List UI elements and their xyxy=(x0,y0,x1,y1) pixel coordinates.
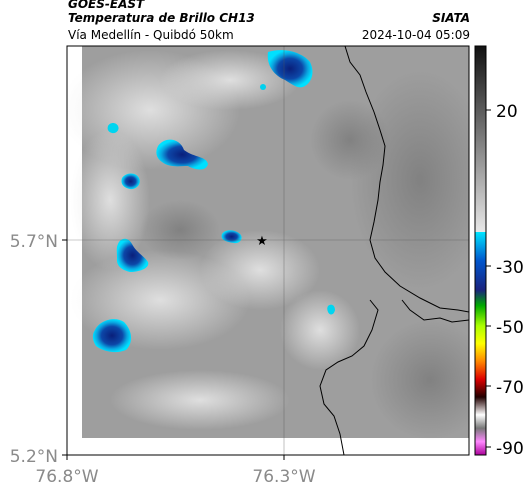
star-marker: ★ xyxy=(256,234,268,249)
colorbar: 20 -30 -50 -70 -90 xyxy=(474,45,524,459)
lon-tick-76.3: 76.3°W xyxy=(252,467,315,487)
lon-tick-76.8: 76.8°W xyxy=(35,467,98,487)
product-title: Temperatura de Brillo CH13 xyxy=(68,11,255,25)
brightness-temperature-field: ★ xyxy=(67,46,469,455)
agency-label: SIATA xyxy=(432,11,470,25)
region-subtitle: Vía Medellín - Quibdó 50km xyxy=(68,28,234,42)
colorbar-tick-minus70: -70 xyxy=(496,378,524,398)
country-boundaries xyxy=(319,46,469,455)
colorbar-tick-minus50: -50 xyxy=(496,318,524,338)
cold-cloud-tops xyxy=(92,50,335,353)
colorbar-tick-minus30: -30 xyxy=(496,258,524,278)
graticule xyxy=(67,46,469,455)
map-ticks xyxy=(62,239,285,460)
lat-tick-5.2: 5.2°N xyxy=(10,447,58,467)
colorbar-tick-minus90: -90 xyxy=(496,439,524,459)
map-frame xyxy=(66,45,470,456)
datetime-label: 2024-10-04 05:09 xyxy=(361,28,470,42)
colorbar-tick-20: 20 xyxy=(496,102,518,122)
satellite-title: GOES-EAST xyxy=(68,0,145,11)
lat-tick-5.7: 5.7°N xyxy=(10,232,58,252)
